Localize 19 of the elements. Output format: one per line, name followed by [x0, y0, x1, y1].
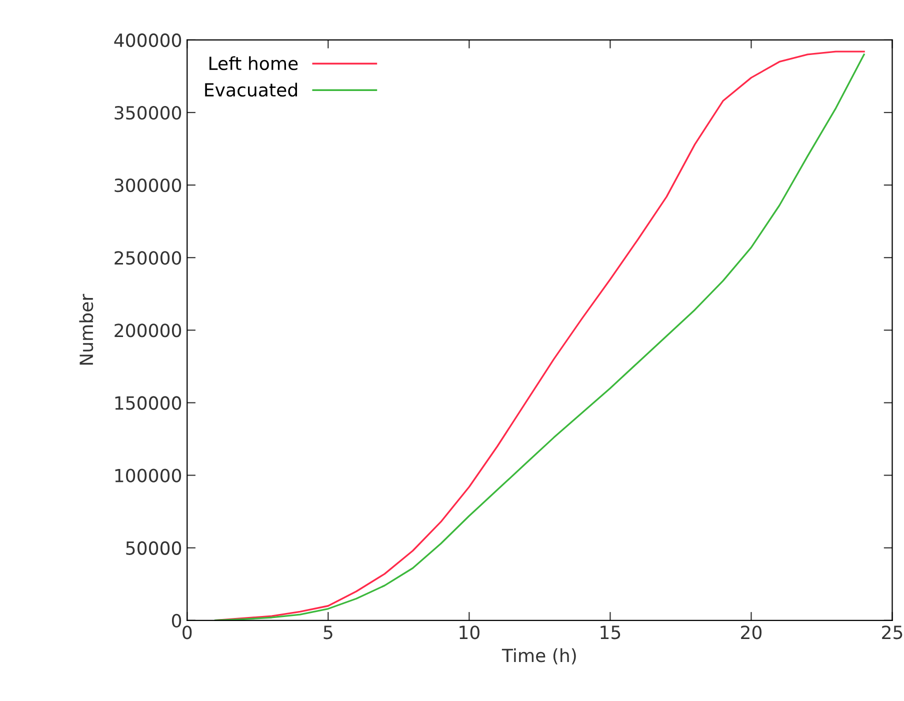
- y-tick-label: 0: [172, 614, 182, 628]
- y-tick-label: 400000: [114, 33, 182, 48]
- y-tick-label: 200000: [114, 324, 182, 338]
- x-tick-label: 0: [182, 626, 192, 640]
- y-tick-label: 50000: [126, 541, 182, 555]
- y-tick-label: 150000: [115, 396, 182, 410]
- x-axis-title: Time (h): [502, 648, 576, 664]
- legend-label: Left home: [209, 56, 298, 70]
- y-tick-label: 250000: [114, 251, 182, 265]
- y-axis-title: Number: [79, 294, 94, 365]
- x-tick-label: 25: [882, 626, 902, 640]
- x-tick-label: 15: [600, 626, 620, 640]
- y-tick-label: 100000: [115, 468, 182, 482]
- x-tick-label: 20: [741, 626, 762, 640]
- legend-label: Evacuated: [205, 82, 297, 97]
- x-tick-label: 5: [324, 626, 332, 640]
- y-tick-label: 350000: [114, 106, 182, 120]
- y-tick-label: 300000: [114, 178, 182, 192]
- x-tick-label: 10: [460, 626, 480, 640]
